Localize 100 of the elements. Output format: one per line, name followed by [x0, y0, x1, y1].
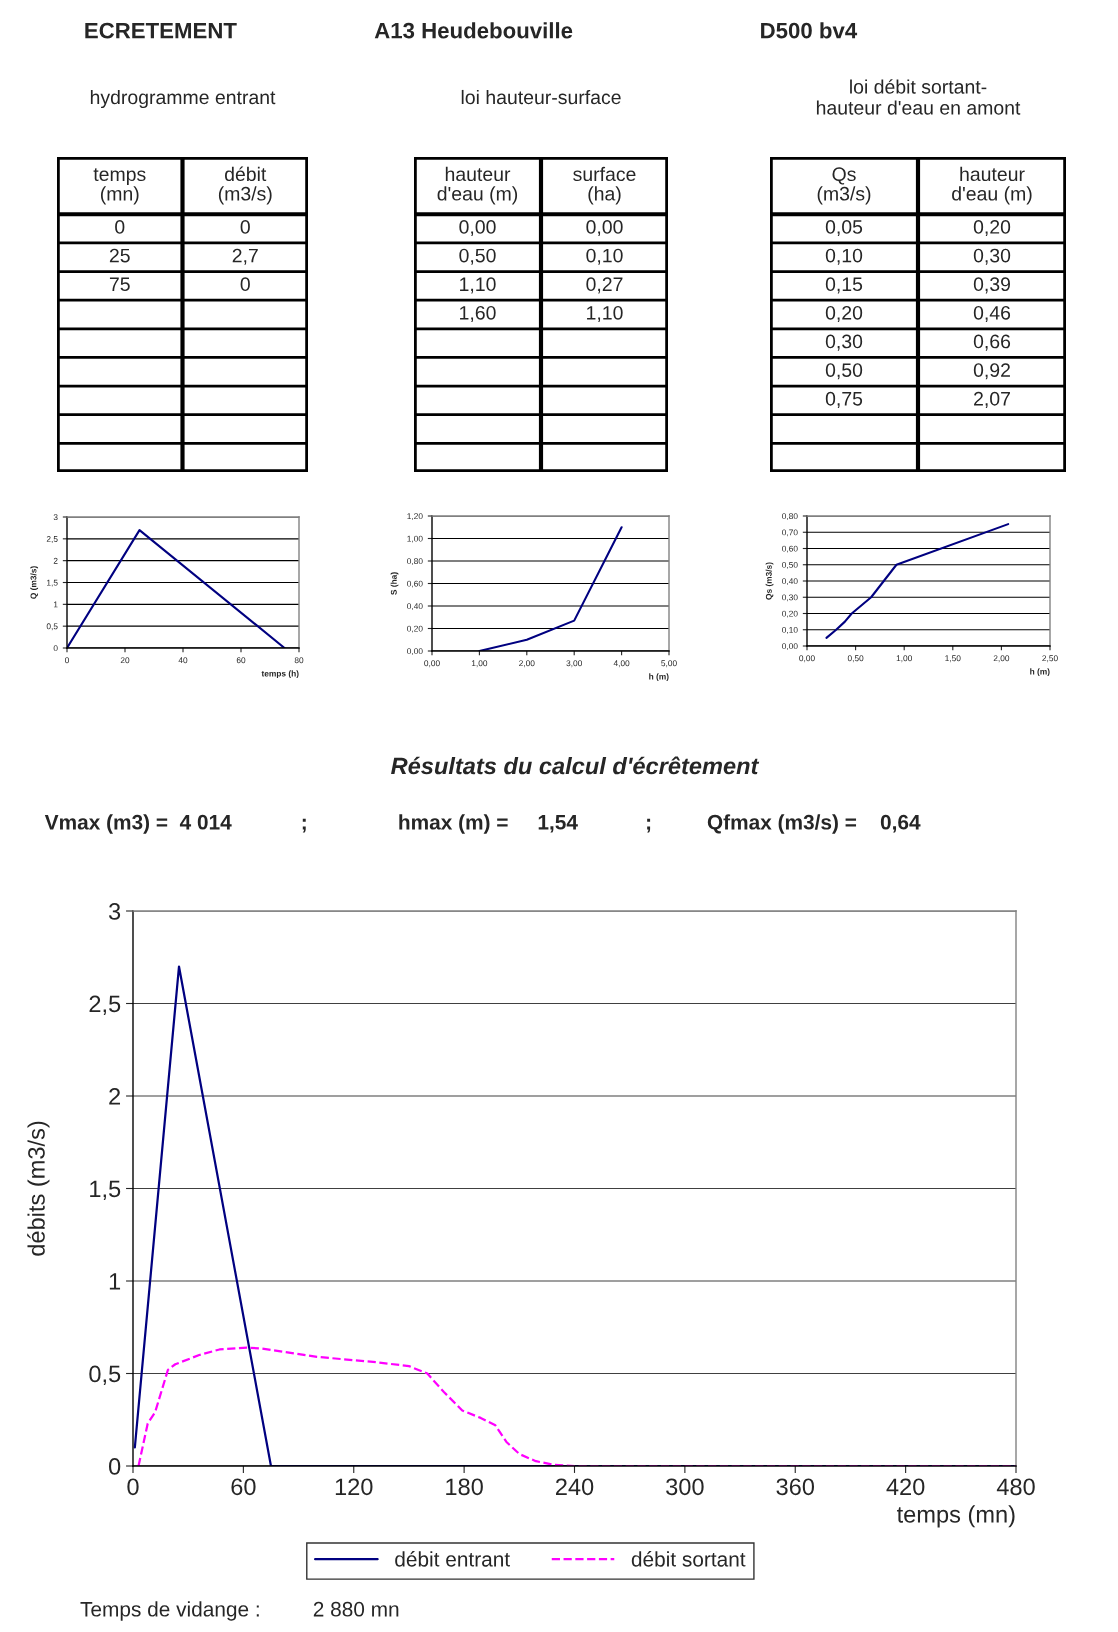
category-label: surface (ha) [573, 166, 636, 205]
x-tick-label: 40 [178, 657, 188, 664]
x-tick-label: 420 [886, 1478, 925, 1496]
x-tick-label: 2,00 [519, 660, 535, 668]
x-tick-label: 0 [127, 1478, 139, 1496]
y-tick-label: 0,60 [782, 545, 798, 553]
x-tick-label: 1,50 [945, 655, 961, 663]
y-tick-label: 2,5 [89, 995, 121, 1016]
y-tick-label: 1 [109, 1273, 121, 1290]
y-tick-label: 0,00 [782, 643, 798, 651]
category-label: débit (m3/s) [218, 166, 272, 205]
x-tick-label: 2,50 [1042, 655, 1058, 663]
text: 0 [240, 277, 250, 292]
y-axis-title: Qs (m3/s) [765, 562, 774, 600]
y-tick-label: 0,80 [782, 513, 798, 521]
text: 0,75 [825, 391, 863, 408]
text: 1,10 [587, 305, 623, 323]
y-tick-label: 2 [109, 1088, 121, 1105]
text: 2,07 [974, 391, 1010, 408]
x-tick-label: 480 [996, 1478, 1035, 1496]
text: 0,20 [825, 305, 863, 323]
text: 1,60 [460, 305, 496, 323]
y-tick-label: 0,00 [407, 648, 423, 656]
x-tick-label: 1,00 [471, 660, 488, 668]
text: loi débit sortant- hauteur d'eau en amont [816, 79, 1021, 115]
x-tick-label: 80 [294, 657, 304, 664]
category-label: Qs (m3/s) [817, 167, 871, 205]
text: 0,27 [586, 277, 623, 294]
text: 0,66 [973, 334, 1011, 351]
y-tick-label: 0 [53, 645, 58, 652]
y-tick-label: 0,10 [782, 626, 798, 634]
y-tick-label: 1,20 [407, 513, 423, 521]
text: 0,00 [459, 220, 496, 237]
x-tick-label: 180 [446, 1478, 483, 1496]
text: 2,7 [232, 248, 258, 265]
chart-title: Résultats du calcul d'écrêtement [391, 756, 760, 775]
x-tick-label: 0,00 [424, 660, 440, 668]
category-label: temps (mn) [93, 168, 146, 205]
x-tick-label: 3,00 [566, 660, 582, 668]
x-tick-label: 4,00 [613, 660, 630, 668]
y-tick-label: 0,20 [782, 610, 798, 618]
x-tick-label: 60 [231, 1478, 256, 1496]
text: 0,15 [825, 277, 863, 294]
text: 75 [109, 277, 130, 292]
x-tick-label: 0,50 [847, 655, 864, 663]
x-axis-title: h (m) [1030, 668, 1050, 677]
y-tick-label: 3 [108, 903, 121, 920]
line-series [825, 523, 1010, 639]
x-tick-label: 0 [65, 657, 69, 664]
text: 0,30 [973, 248, 1011, 265]
text: hmax (m) = 1,54 [399, 814, 578, 834]
y-tick-label: 0 [108, 1458, 121, 1475]
y-tick-label: 0,5 [46, 623, 58, 631]
x-axis-title: h (m) [649, 673, 669, 682]
x-axis-title: temps (h) [261, 670, 299, 679]
y-tick-label: 1 [53, 601, 58, 608]
x-tick-label: 0,00 [799, 655, 815, 663]
text: ECRETEMENT [85, 22, 237, 39]
text: Temps de vidange : 2 880 mn [80, 1601, 399, 1621]
category-label: hauteur d'eau (m) [437, 166, 518, 205]
x-tick-label: 1,00 [896, 655, 912, 663]
y-tick-label: 0,5 [89, 1365, 121, 1386]
y-tick-label: 1,5 [90, 1180, 121, 1201]
text: 0,30 [825, 334, 863, 351]
y-axis-title: S (ha) [390, 572, 399, 595]
y-axis-title: débits (m3/s) [27, 1121, 50, 1256]
text: 0,00 [586, 220, 623, 237]
text: 0,10 [825, 248, 863, 265]
text: 0,39 [973, 277, 1010, 294]
line-series [478, 526, 623, 651]
x-tick-label: 20 [120, 657, 130, 664]
text: Qfmax (m3/s) = 0,64 [707, 814, 921, 834]
text: 1,10 [460, 277, 496, 294]
x-axis-title: temps (mn) [896, 1505, 1015, 1528]
text: D500 bv4 [761, 22, 858, 39]
y-tick-label: 0,80 [407, 558, 423, 566]
text: A13 Heudebouville [374, 22, 573, 39]
legend-label: débit sortant [631, 1551, 746, 1567]
legend-label: débit entrant [395, 1551, 510, 1567]
y-tick-label: 0,20 [407, 625, 423, 633]
x-tick-label: 2,00 [993, 655, 1010, 663]
text: Vmax (m3) = 4 014 [44, 814, 232, 834]
x-tick-label: 360 [776, 1478, 815, 1496]
text: 0 [240, 220, 250, 234]
category-label: hauteur d'eau (m) [952, 166, 1032, 205]
text: 0,20 [973, 220, 1011, 237]
y-tick-label: 0,50 [782, 561, 798, 569]
y-tick-label: 1,00 [407, 535, 423, 543]
text: 0,10 [586, 248, 623, 265]
text: 25 [109, 248, 130, 263]
text: hydrogramme entrant [90, 89, 276, 109]
x-tick-label: 120 [335, 1478, 373, 1496]
text: ; [302, 818, 306, 833]
y-tick-label: 0,40 [407, 603, 423, 611]
text: 0,92 [973, 363, 1010, 380]
y-tick-label: 2,5 [46, 536, 58, 543]
text: ; [647, 818, 651, 833]
text: 0,50 [825, 363, 863, 380]
text: 0,46 [973, 305, 1011, 323]
y-tick-label: 0,70 [782, 529, 798, 537]
